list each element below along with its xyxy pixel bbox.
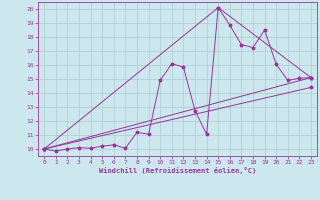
X-axis label: Windchill (Refroidissement éolien,°C): Windchill (Refroidissement éolien,°C) bbox=[99, 167, 256, 174]
